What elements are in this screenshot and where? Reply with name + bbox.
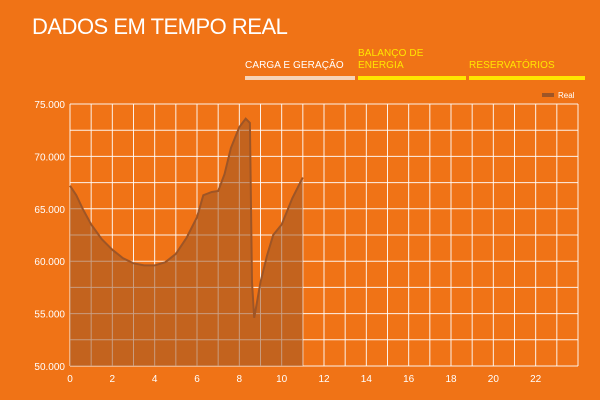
x-tick-label: 14 (361, 374, 373, 385)
chart-axes: 50.000 55.000 60.000 65.000 70.000 75.000 0 2 4 6… (34, 100, 541, 385)
x-tick-label: 4 (152, 374, 158, 385)
tab-underline (358, 76, 466, 80)
tab-label: BALANÇO DE ENERGIA (358, 48, 424, 71)
page-title: DADOS EM TEMPO REAL (32, 14, 288, 39)
tab-underline (469, 76, 585, 80)
legend-label: Real (558, 91, 575, 100)
x-tick-label: 6 (194, 374, 200, 385)
y-tick-label: 60.000 (34, 257, 65, 268)
y-tick-label: 75.000 (34, 100, 65, 111)
tab-reservatorios[interactable]: RESERVATÓRIOS (469, 60, 585, 80)
tab-label: RESERVATÓRIOS (469, 60, 555, 71)
tab-underline (245, 76, 355, 80)
y-tick-label: 50.000 (34, 362, 65, 373)
chart-series-area (69, 117, 304, 366)
x-tick-label: 22 (530, 374, 542, 385)
series-area-fill (70, 118, 303, 366)
x-tick-label: 8 (237, 374, 243, 385)
x-tick-label: 2 (110, 374, 116, 385)
x-tick-label: 20 (488, 374, 500, 385)
y-tick-label: 65.000 (34, 205, 65, 216)
tab-label: CARGA E GERAÇÃO (245, 60, 344, 71)
x-tick-label: 10 (276, 374, 288, 385)
tab-bar: CARGA E GERAÇÃO BALANÇO DE ENERGIA RESER… (245, 40, 585, 80)
tab-carga-e-geracao[interactable]: CARGA E GERAÇÃO (245, 60, 355, 80)
x-tick-label: 16 (403, 374, 415, 385)
y-tick-label: 55.000 (34, 310, 65, 321)
x-tick-label: 0 (67, 374, 73, 385)
series-line (69, 117, 304, 318)
tab-balanco-de-energia[interactable]: BALANÇO DE ENERGIA (358, 48, 466, 80)
legend-swatch (542, 93, 554, 97)
y-tick-label: 70.000 (34, 152, 65, 163)
x-tick-label: 18 (445, 374, 457, 385)
chart-legend: Real (542, 91, 575, 100)
x-tick-label: 12 (318, 374, 330, 385)
